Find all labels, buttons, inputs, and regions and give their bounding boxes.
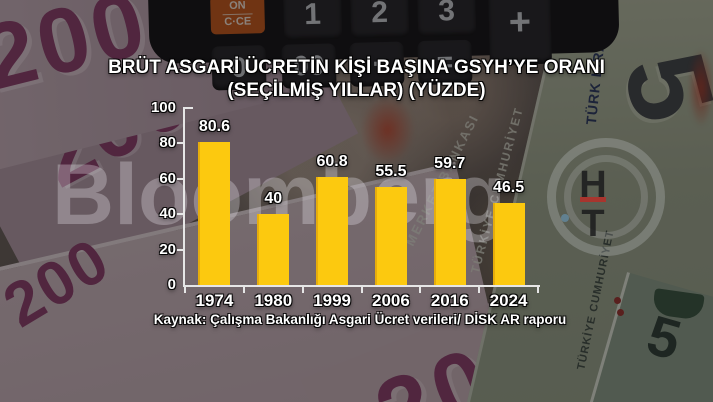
x-axis-tick bbox=[242, 287, 245, 293]
chart-title: BRÜT ASGARİ ÜCRETİN KİŞİ BAŞINA GSYH’YE … bbox=[0, 56, 713, 102]
bar bbox=[492, 202, 525, 285]
bar-value-label: 40 bbox=[264, 190, 283, 208]
x-axis-tick bbox=[419, 287, 422, 293]
y-axis-tick bbox=[177, 248, 183, 251]
bar bbox=[198, 142, 231, 285]
ht-logo-outer-ring bbox=[547, 138, 665, 256]
y-tick-label: 60 bbox=[159, 169, 176, 187]
bar bbox=[316, 177, 349, 285]
y-axis-tick bbox=[177, 213, 183, 216]
x-tick-label: 1974 bbox=[195, 291, 234, 310]
ht-logo-red-divider bbox=[580, 197, 606, 202]
bar-value-label: 80.6 bbox=[198, 118, 230, 136]
x-axis-tick bbox=[360, 287, 363, 293]
y-axis-top-tick bbox=[183, 107, 193, 109]
x-axis-tick bbox=[301, 287, 304, 293]
bar-value-label: 59.7 bbox=[434, 155, 466, 173]
ht-logo-letter-t: T bbox=[581, 203, 605, 245]
chart-title-line2: (SEÇİLMİŞ YILLAR) (YÜZDE) bbox=[227, 80, 486, 101]
x-axis-tick bbox=[478, 287, 481, 293]
x-tick-label: 1980 bbox=[254, 291, 293, 310]
source-note: Kaynak: Çalışma Bakanlığı Asgari Ücret v… bbox=[153, 312, 567, 327]
x-tick-label: 2016 bbox=[430, 291, 469, 310]
y-tick-label: 0 bbox=[167, 276, 176, 293]
y-tick-label: 80 bbox=[159, 134, 176, 152]
y-axis-tick bbox=[177, 142, 183, 145]
y-tick-label: 40 bbox=[159, 205, 176, 223]
x-axis-tick bbox=[184, 287, 186, 293]
banknote-red-dot bbox=[614, 297, 621, 304]
y-axis-tick bbox=[177, 177, 183, 180]
bar-value-label: 60.8 bbox=[316, 153, 348, 171]
chart-title-line1: BRÜT ASGARİ ÜCRETİN KİŞİ BAŞINA GSYH’YE … bbox=[108, 57, 605, 78]
bar-value-label: 55.5 bbox=[375, 162, 407, 180]
bar bbox=[257, 214, 290, 285]
bar bbox=[433, 179, 466, 285]
x-tick-label: 2024 bbox=[489, 291, 528, 310]
y-tick-label: 20 bbox=[159, 240, 176, 258]
x-axis-tick bbox=[537, 287, 539, 293]
ht-logo-inner-ring bbox=[564, 155, 648, 239]
bar bbox=[374, 186, 407, 285]
x-tick-label: 1999 bbox=[313, 291, 351, 310]
banknote-red-artwork bbox=[688, 48, 713, 128]
banknote-blue-dot bbox=[561, 214, 569, 222]
x-axis-line bbox=[183, 285, 540, 287]
banknote-red-dot bbox=[617, 309, 624, 316]
banknote-red-artwork bbox=[360, 95, 415, 165]
y-tick-label: 100 bbox=[150, 99, 176, 116]
x-tick-label: 2006 bbox=[371, 291, 410, 310]
bar-value-label: 46.5 bbox=[493, 178, 525, 196]
y-axis-line bbox=[183, 107, 185, 287]
